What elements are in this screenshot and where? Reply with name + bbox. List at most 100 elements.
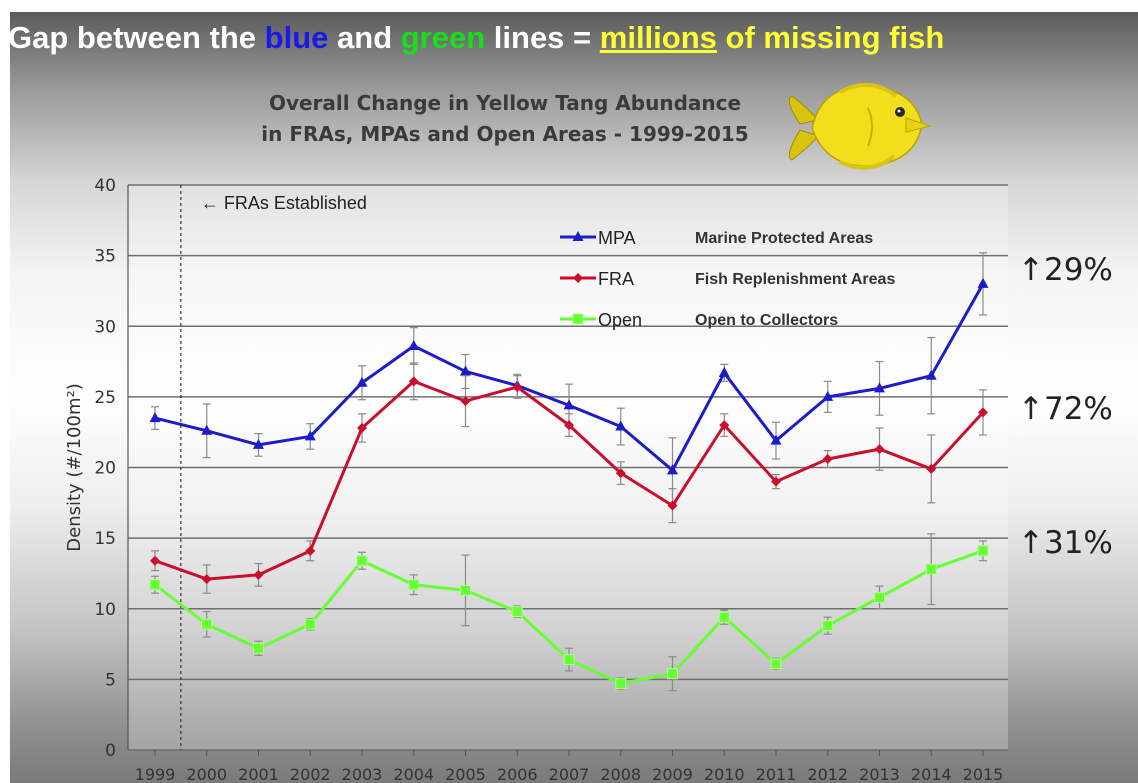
point-open-2015 (977, 545, 989, 557)
headline-text-1: Gap between the (8, 20, 265, 55)
point-fra-2011 (771, 476, 781, 487)
y-tick-label-25: 25 (94, 388, 116, 408)
point-mpa-2003 (356, 376, 368, 387)
x-tick-label-2006: 2006 (497, 765, 538, 783)
y-tick-label-10: 10 (94, 600, 116, 620)
point-mpa-2005 (460, 365, 471, 376)
point-open-2002 (304, 618, 316, 630)
y-tick-label-35: 35 (94, 247, 116, 267)
x-tick-label-2009: 2009 (652, 765, 693, 783)
y-tick-label-40: 40 (94, 176, 116, 196)
point-mpa-2012 (822, 390, 834, 401)
y-tick-label-0: 0 (105, 741, 116, 761)
point-fra-2009 (667, 500, 678, 511)
series-fra (150, 362, 988, 594)
point-fra-2004 (408, 376, 419, 387)
point-mpa-2007 (563, 399, 575, 410)
series-group (149, 252, 989, 692)
headline-text-4: of missing fish (716, 20, 945, 55)
point-mpa-2015 (977, 277, 989, 288)
point-mpa-2011 (770, 434, 782, 445)
x-tick-label-2012: 2012 (807, 765, 848, 783)
x-tick-label-2005: 2005 (445, 765, 486, 783)
point-fra-2005 (460, 396, 471, 407)
point-fra-2010 (719, 420, 730, 431)
legend-name-open: Open (598, 310, 642, 330)
fras-established-label: ← FRAs Established (201, 193, 367, 213)
point-open-2008 (615, 678, 627, 690)
point-fra-2006 (512, 381, 523, 392)
open-change-label: ↑31% (1018, 525, 1113, 561)
point-mpa-1999 (149, 412, 161, 423)
legend-marker-mpa (572, 231, 584, 241)
point-mpa-2002 (304, 430, 316, 441)
yellow-tang-fish-icon (788, 83, 932, 170)
legend-description-open: Open to Collectors (695, 312, 838, 329)
headline-millions-word: millions (599, 20, 717, 55)
series-mpa (149, 252, 989, 504)
x-tick-label-2003: 2003 (342, 765, 383, 783)
gridlines (128, 184, 1008, 751)
legend: MPA Marine Protected Areas FRA Fish Repleni… (560, 228, 895, 330)
y-axis: 0 5 10 15 20 25 30 35 40 (94, 176, 129, 761)
point-open-2005 (460, 584, 471, 596)
point-mpa-2000 (201, 424, 213, 435)
point-open-2006 (511, 606, 523, 618)
y-tick-label-20: 20 (94, 459, 116, 479)
x-tick-label-2002: 2002 (290, 765, 331, 783)
headline-text-2: and (328, 20, 401, 55)
fra-change-label: ↑72% (1018, 391, 1113, 427)
headline: Gap between the blue and green lines = m… (8, 20, 944, 56)
point-fra-2003 (357, 422, 367, 433)
x-tick-label-2004: 2004 (393, 765, 434, 783)
x-tick-label-2000: 2000 (186, 765, 227, 783)
x-tick-label-2014: 2014 (911, 765, 952, 783)
point-fra-2008 (615, 468, 626, 479)
point-fra-2012 (822, 454, 833, 465)
y-tick-label-15: 15 (94, 529, 116, 549)
x-tick-label-2001: 2001 (238, 765, 279, 783)
x-tick-label-2013: 2013 (859, 765, 900, 783)
headline-blue-word: blue (264, 20, 329, 55)
point-mpa-2013 (874, 382, 885, 393)
headline-green-word: green (400, 20, 486, 55)
legend-name-mpa: MPA (598, 228, 636, 248)
point-open-2010 (718, 611, 730, 623)
legend-description-mpa: Marine Protected Areas (695, 230, 873, 247)
series-open (149, 533, 989, 692)
legend-name-fra: FRA (598, 269, 634, 289)
point-open-2003 (356, 555, 368, 567)
x-tick-label-2007: 2007 (549, 765, 590, 783)
point-fra-2014 (926, 463, 937, 474)
point-mpa-2010 (718, 366, 730, 377)
point-open-2014 (925, 563, 937, 575)
point-fra-2001 (253, 569, 264, 580)
point-open-2004 (408, 579, 420, 591)
point-mpa-2004 (408, 340, 420, 351)
point-mpa-2001 (253, 438, 264, 449)
headline-text-3: lines = (485, 20, 600, 55)
point-mpa-2009 (667, 464, 678, 475)
chart-title: Overall Change in Yellow Tang Abundance … (240, 88, 770, 150)
point-open-2001 (253, 642, 264, 654)
point-open-2013 (874, 591, 885, 603)
chart-title-line-2: in FRAs, MPAs and Open Areas - 1999-2015 (261, 122, 749, 146)
point-mpa-2014 (925, 369, 937, 380)
legend-marker-fra (573, 273, 583, 283)
y-tick-label-30: 30 (94, 317, 116, 337)
point-fra-1999 (150, 555, 160, 566)
point-open-2011 (770, 658, 782, 670)
y-tick-label-5: 5 (105, 670, 116, 690)
point-fra-2015 (978, 407, 988, 418)
point-mpa-2008 (615, 420, 627, 431)
x-tick-label-2010: 2010 (704, 765, 745, 783)
point-open-2012 (822, 620, 834, 632)
point-fra-2002 (305, 545, 316, 556)
point-open-2009 (667, 668, 678, 680)
legend-description-fra: Fish Replenishment Areas (695, 271, 895, 288)
point-open-2007 (563, 654, 575, 666)
x-tick-label-2011: 2011 (756, 765, 797, 783)
point-open-2000 (201, 618, 213, 630)
point-fra-2007 (564, 420, 574, 431)
